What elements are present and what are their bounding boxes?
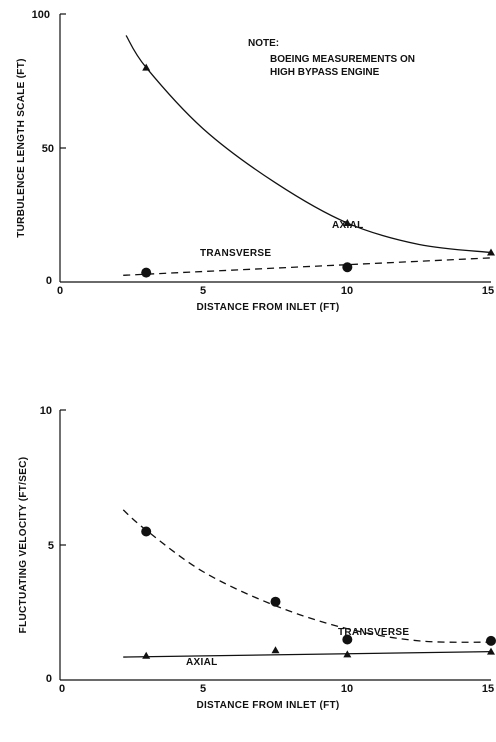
bottom-y-tick-label-5: 5 — [48, 540, 54, 552]
note-line-1: BOEING MEASUREMENTS ON — [270, 54, 415, 65]
bottom-y-axis-title: FLUCTUATING VELOCITY (FT/SEC) — [18, 457, 29, 634]
bottom-y-tick-label-10: 10 — [40, 405, 52, 417]
top-y-tick-label-100: 100 — [32, 9, 50, 21]
top-axial-point-1 — [343, 219, 352, 227]
top-transverse-point-0 — [141, 267, 152, 278]
top-x-tick-label-10: 10 — [341, 285, 353, 297]
top-plot-area — [123, 35, 495, 278]
bottom-axial-point-0 — [142, 651, 151, 659]
bottom-chart: 10 5 0 0 5 10 15 DISTANCE FROM INLET (FT… — [18, 405, 496, 711]
note-title: NOTE: — [248, 38, 279, 49]
bottom-transverse-label: TRANSVERSE — [338, 627, 409, 638]
bottom-x-tick-label-5: 5 — [200, 683, 206, 695]
top-transverse-point-1 — [342, 262, 353, 273]
top-x-axis-title: DISTANCE FROM INLET (FT) — [196, 302, 339, 313]
bottom-x-tick-label-15: 15 — [482, 683, 494, 695]
top-transverse-curve — [123, 257, 492, 276]
note-line-2: HIGH BYPASS ENGINE — [270, 67, 380, 78]
top-y-tick-label-50: 50 — [42, 143, 54, 155]
bottom-axial-point-1 — [271, 646, 280, 654]
bottom-y-tick-label-0: 0 — [46, 673, 52, 685]
top-chart: 100 50 0 0 5 10 15 DISTANCE FROM INLET (… — [16, 9, 495, 313]
bottom-x-tick-label-10: 10 — [341, 683, 353, 695]
bottom-x-tick-label-0: 0 — [59, 683, 65, 695]
bottom-transverse-point-2 — [342, 634, 353, 645]
bottom-plot-area — [122, 509, 496, 659]
top-axial-point-2 — [487, 248, 495, 256]
bottom-axial-point-2 — [343, 650, 352, 658]
bottom-x-axis-title: DISTANCE FROM INLET (FT) — [196, 700, 339, 711]
bottom-transverse-curve — [122, 509, 492, 643]
top-x-tick-label-5: 5 — [200, 285, 206, 297]
top-y-axis-title: TURBULENCE LENGTH SCALE (FT) — [16, 58, 27, 238]
bottom-transverse-point-3 — [486, 635, 496, 646]
bottom-axial-point-3 — [487, 647, 495, 655]
top-x-tick-label-0: 0 — [57, 285, 63, 297]
bottom-transverse-point-0 — [141, 526, 152, 537]
bottom-axial-curve — [123, 651, 492, 658]
top-transverse-label: TRANSVERSE — [200, 248, 271, 259]
bottom-axial-label: AXIAL — [186, 657, 218, 668]
top-x-tick-label-15: 15 — [482, 285, 494, 297]
top-y-tick-label-0: 0 — [46, 275, 52, 287]
top-axial-point-0 — [142, 63, 151, 71]
bottom-transverse-point-1 — [270, 596, 281, 607]
